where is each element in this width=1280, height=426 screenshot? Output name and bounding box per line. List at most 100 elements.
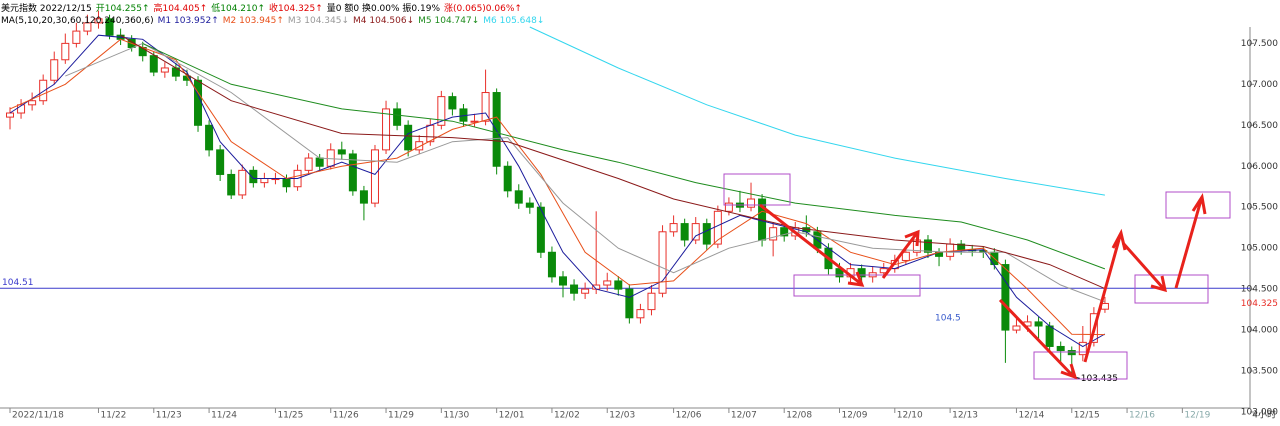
candle-body bbox=[470, 120, 479, 123]
candle-body bbox=[1078, 341, 1087, 356]
candle-body bbox=[570, 284, 579, 294]
x-tick-label: 11/24 bbox=[211, 411, 237, 421]
x-tick-label: 12/10 bbox=[897, 411, 923, 421]
highlight-box bbox=[1033, 351, 1128, 380]
candle-body bbox=[194, 79, 203, 126]
candle-body bbox=[559, 276, 567, 286]
x-tick-label: 12/13 bbox=[952, 411, 978, 421]
candle-body bbox=[647, 292, 656, 311]
y-tick-label: 105.000 bbox=[1241, 244, 1278, 254]
candle-body bbox=[105, 18, 114, 36]
x-tick-label: 11/30 bbox=[443, 411, 469, 421]
candle-body bbox=[1045, 325, 1054, 347]
candle-body bbox=[437, 96, 446, 126]
x-tick-label: 12/16 bbox=[1129, 411, 1155, 421]
candle-body bbox=[747, 198, 756, 208]
header-item: 量0 额0 换0.00% 振0.19% bbox=[327, 2, 441, 14]
candle-body bbox=[28, 100, 37, 106]
candle-body bbox=[260, 178, 269, 184]
header-item: MA(5,10,20,30,60,120,240,360,6) bbox=[1, 16, 154, 26]
candle-body bbox=[359, 190, 368, 204]
x-tick-label: 12/06 bbox=[676, 411, 702, 421]
x-tick-label: 12/03 bbox=[609, 411, 635, 421]
candle-body bbox=[691, 223, 700, 241]
arrows bbox=[759, 192, 1207, 380]
candle-body bbox=[1001, 264, 1010, 331]
y-tick-label: 105.500 bbox=[1241, 203, 1278, 213]
candle-body bbox=[525, 202, 534, 208]
candle-body bbox=[370, 149, 379, 204]
candle-body bbox=[382, 108, 391, 151]
candle-body bbox=[39, 79, 48, 102]
highlight-box bbox=[723, 173, 791, 206]
candle-body bbox=[393, 108, 402, 126]
candle-body bbox=[536, 206, 545, 253]
ma-line bbox=[120, 34, 1106, 290]
arrow bbox=[759, 203, 865, 287]
last-price-label: 104.325 bbox=[1241, 299, 1278, 309]
ma-line bbox=[529, 26, 1105, 196]
header-item: 开104.255↑ bbox=[96, 3, 150, 14]
header-item: M2 103.945↑ bbox=[223, 16, 284, 26]
candle-body bbox=[614, 280, 623, 290]
candle-body bbox=[724, 202, 733, 212]
ma-line bbox=[65, 42, 1106, 303]
candle-body bbox=[514, 190, 523, 204]
candle-body bbox=[923, 239, 932, 253]
annotation: 104.5 bbox=[935, 314, 961, 324]
candle-body bbox=[1067, 350, 1076, 356]
candle-body bbox=[702, 223, 711, 245]
arrow bbox=[1174, 192, 1207, 289]
header-item: 收104.325↑ bbox=[269, 2, 323, 14]
y-tick-label: 106.500 bbox=[1241, 121, 1278, 131]
candle-body bbox=[492, 92, 501, 167]
arrow bbox=[1121, 242, 1167, 293]
x-tick-label: 12/08 bbox=[786, 411, 812, 421]
period-label: 4小时 bbox=[1252, 409, 1276, 421]
candle-body bbox=[780, 227, 789, 237]
x-tick-label: 12/15 bbox=[1074, 411, 1100, 421]
y-tick-label: 103.500 bbox=[1241, 367, 1278, 377]
candle-body bbox=[160, 67, 169, 73]
candle-body bbox=[481, 92, 490, 122]
x-tick-label: 12/09 bbox=[842, 411, 868, 421]
plot-area: 103.000 103.500 104.000 104.500 105.000 105.5… bbox=[0, 10, 1280, 421]
candle-body bbox=[227, 173, 236, 196]
price-line-label: 104.51 bbox=[2, 278, 34, 288]
x-tick-label: 11/23 bbox=[156, 411, 182, 421]
candle-body bbox=[61, 42, 70, 61]
header-item: M4 104.506↓ bbox=[353, 16, 414, 26]
candle-body bbox=[83, 22, 92, 32]
candle-body bbox=[503, 165, 512, 192]
candle-body bbox=[448, 96, 457, 110]
y-tick-label: 107.500 bbox=[1241, 39, 1278, 49]
candle-body bbox=[304, 157, 313, 171]
x-tick-label: 12/19 bbox=[1184, 411, 1210, 421]
candle-body bbox=[216, 149, 225, 175]
candle-body bbox=[901, 251, 910, 261]
candle-body bbox=[348, 153, 357, 192]
x-tick-label: 11/22 bbox=[100, 411, 126, 421]
header-item: 涨(0.065)0.06%↑ bbox=[444, 3, 522, 14]
candle-body bbox=[1056, 345, 1065, 352]
header-line: MA(5,10,20,30,60,120,240,360,6) M1 103.95… bbox=[1, 16, 544, 26]
candle-body bbox=[282, 178, 291, 188]
candle-body bbox=[658, 231, 667, 294]
candle-body bbox=[404, 124, 413, 151]
header-line: 美元指数 2022/12/15 开104.255↑ 高104.405↑ 低104.21… bbox=[1, 2, 522, 14]
highlight-box bbox=[1134, 274, 1209, 304]
header-item: 美元指数 2022/12/15 bbox=[1, 2, 92, 14]
candle-body bbox=[315, 157, 324, 167]
x-tick-label: 12/07 bbox=[731, 411, 757, 421]
candle-body bbox=[713, 210, 722, 245]
highlight-box bbox=[1165, 191, 1231, 219]
candle-body bbox=[415, 141, 424, 151]
candle-body bbox=[6, 112, 14, 118]
candle-body bbox=[238, 169, 247, 196]
candle-body bbox=[581, 288, 590, 294]
candle-body bbox=[625, 288, 634, 319]
y-tick-label: 107.000 bbox=[1241, 80, 1278, 90]
candle-body bbox=[17, 104, 26, 114]
